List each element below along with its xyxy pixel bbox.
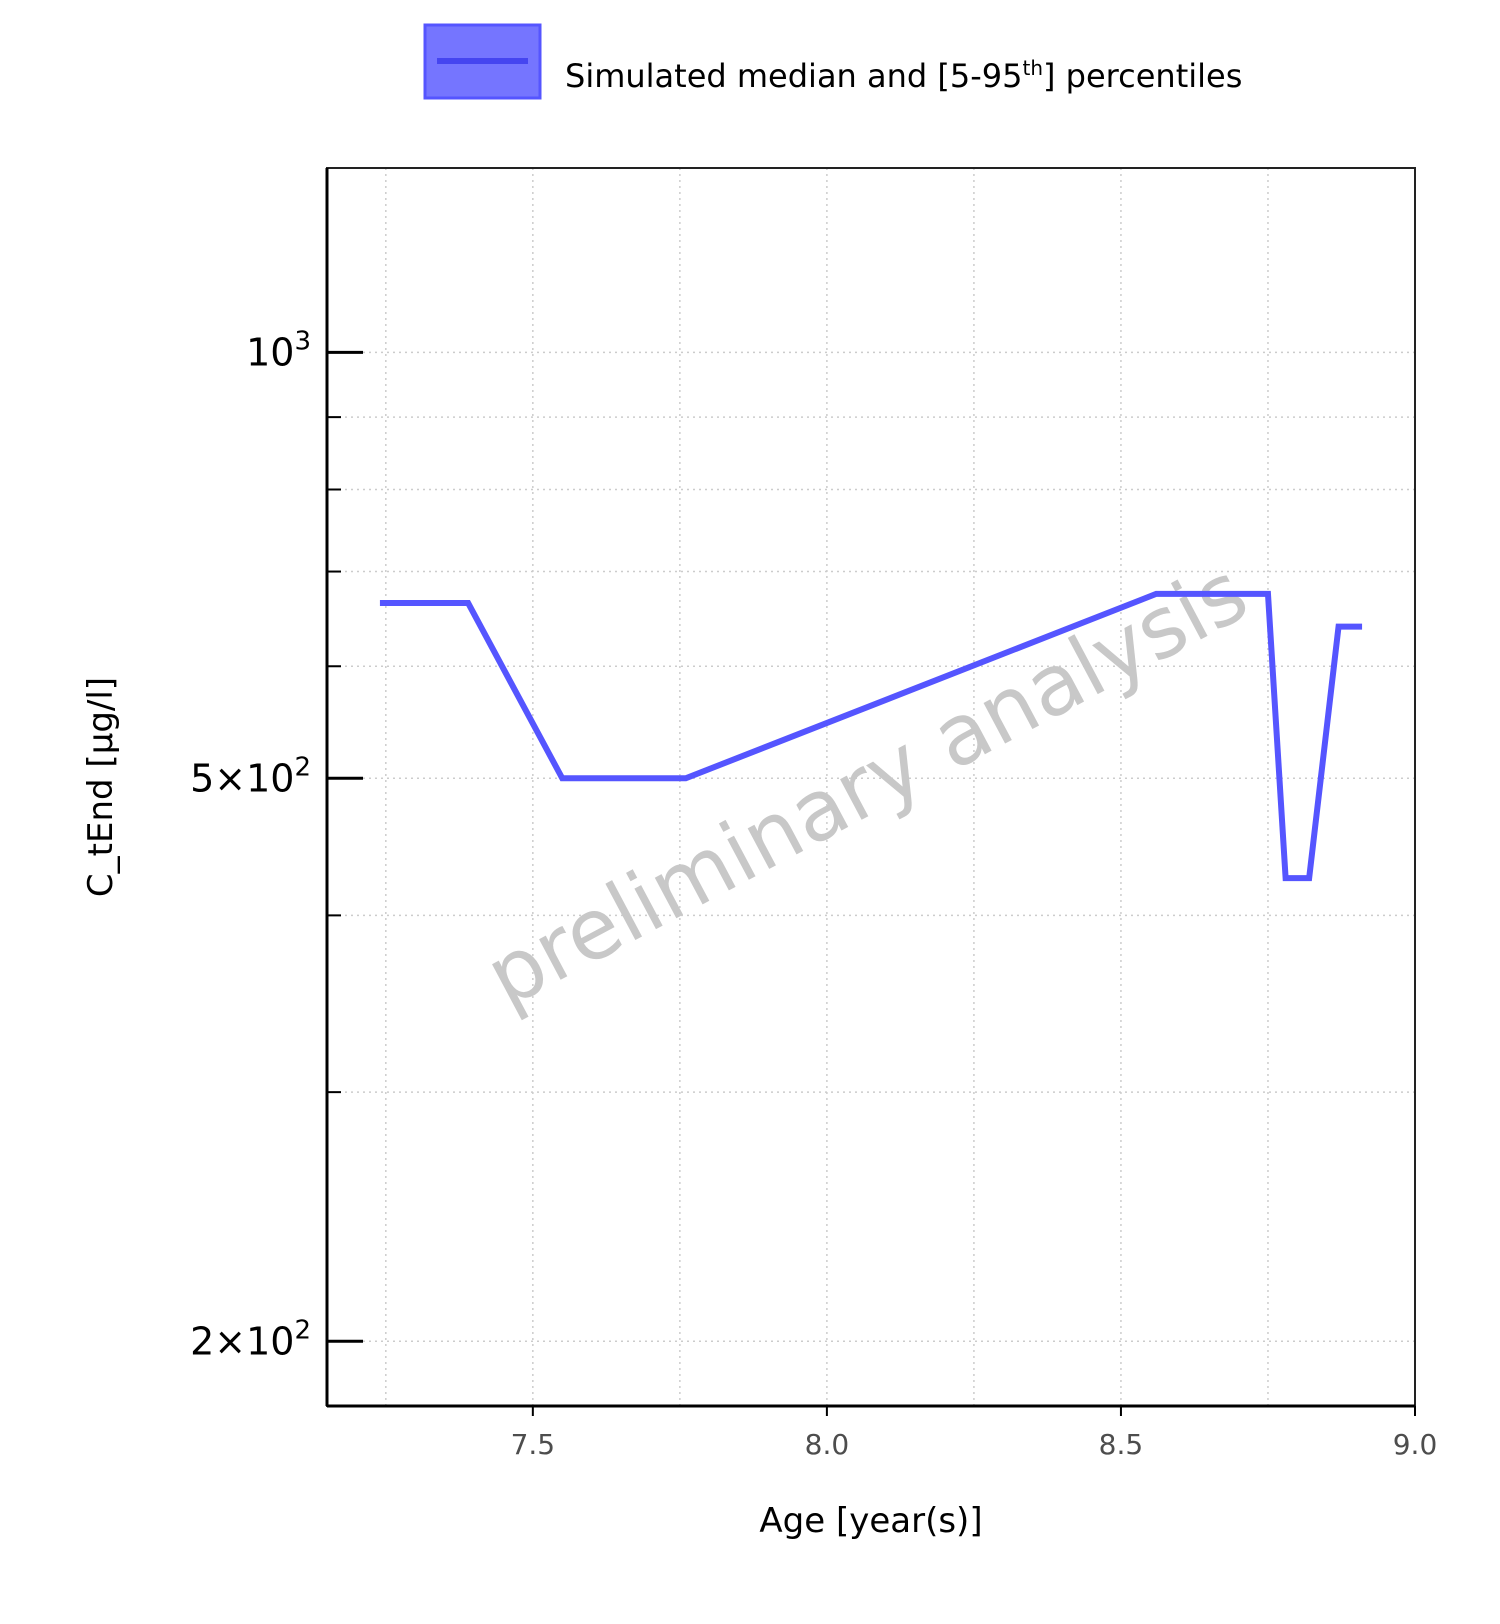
legend: Simulated median and [5-95th] percentile… bbox=[423, 23, 1242, 100]
y-axis-title: C_tEnd [µg/l] bbox=[81, 677, 121, 897]
x-tick-label: 8.0 bbox=[805, 1428, 850, 1461]
y-tick-label: 103 bbox=[246, 326, 311, 374]
x-tick-label: 7.5 bbox=[511, 1428, 556, 1461]
y-tick-label: 5×102 bbox=[190, 752, 311, 800]
series-layer bbox=[379, 590, 1363, 882]
x-tick-label: 8.5 bbox=[1099, 1428, 1144, 1461]
grid bbox=[327, 168, 1415, 1406]
watermark: preliminary analysis bbox=[470, 543, 1262, 1026]
x-ticks: 7.5 8.0 8.5 9.0 bbox=[511, 1406, 1438, 1461]
x-axis-title: Age [year(s)] bbox=[759, 1501, 982, 1541]
legend-label: Simulated median and [5-95th] percentile… bbox=[565, 56, 1242, 95]
y-tick-label: 2×102 bbox=[190, 1315, 311, 1363]
x-tick-label: 9.0 bbox=[1393, 1428, 1438, 1461]
series-median-line bbox=[379, 590, 1363, 882]
y-ticks: 103 5×102 2×102 bbox=[190, 326, 363, 1363]
